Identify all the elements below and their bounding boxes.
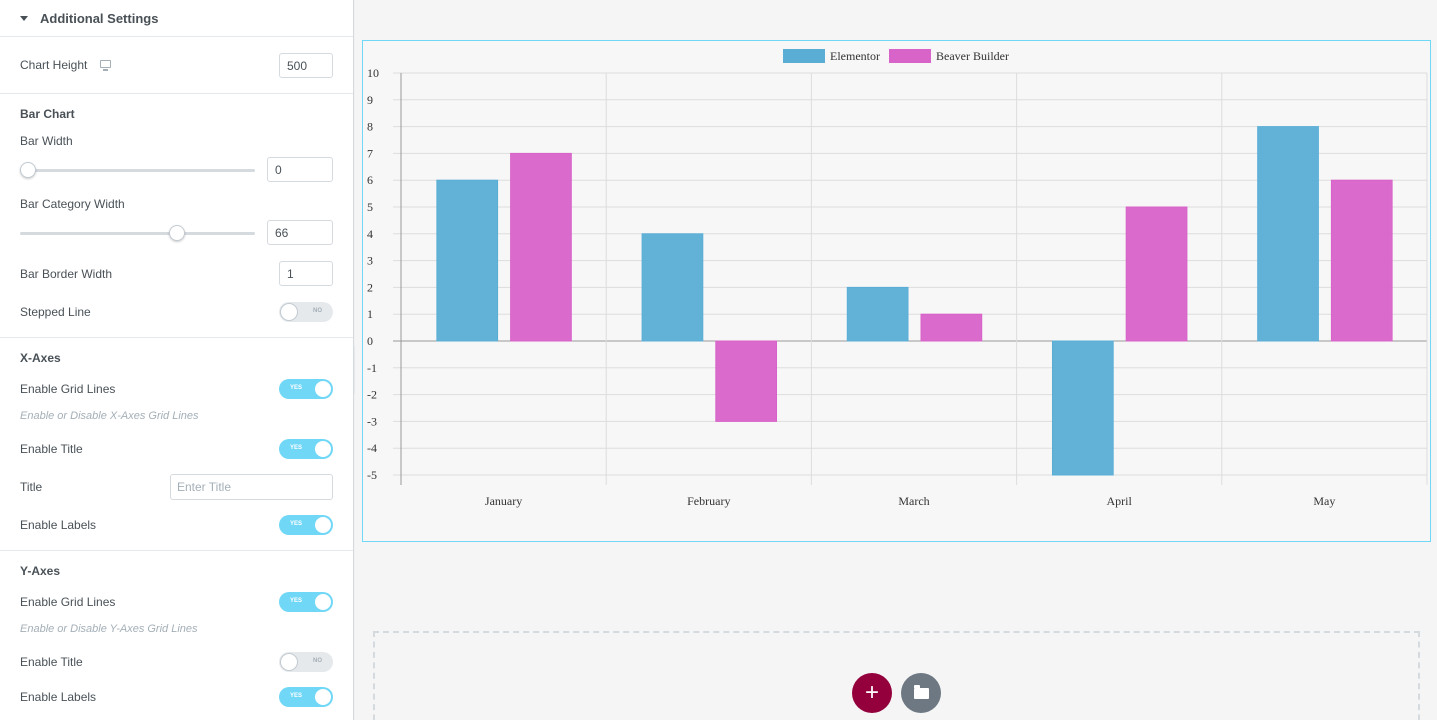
- legend-label: Beaver Builder: [936, 49, 1009, 63]
- x-title-input[interactable]: Enter Title: [170, 474, 333, 500]
- bar-beaver-builder-april: [1125, 206, 1188, 342]
- bar-width-slider-handle[interactable]: [20, 162, 36, 178]
- toggle-state: YES: [290, 598, 303, 604]
- bar-width-label: Bar Width: [20, 134, 73, 148]
- x-tick-label: April: [1107, 494, 1133, 508]
- bar-category-width-input[interactable]: 66: [267, 220, 333, 245]
- add-section-dropzone: [373, 631, 1420, 720]
- bar-width-input[interactable]: 0: [267, 157, 333, 182]
- y-tick-label: 8: [367, 120, 373, 134]
- y-grid-lines-hint: Enable or Disable Y-Axes Grid Lines: [20, 623, 198, 635]
- bar-elementor-march: [846, 286, 909, 342]
- y-tick-label: 2: [367, 280, 373, 294]
- template-library-button[interactable]: [901, 673, 941, 713]
- y-grid-lines-label: Enable Grid Lines: [20, 595, 116, 609]
- y-tick-label: 1: [367, 307, 373, 321]
- bar-elementor-may: [1257, 126, 1319, 342]
- x-grid-lines-label: Enable Grid Lines: [20, 382, 116, 396]
- add-section-button[interactable]: +: [852, 673, 892, 713]
- bar-beaver-builder-may: [1330, 179, 1393, 342]
- chart-height-label: Chart Height: [20, 58, 88, 72]
- toggle-knob: [314, 516, 332, 534]
- y-tick-label: 7: [367, 146, 373, 160]
- y-enable-labels-toggle[interactable]: YES: [279, 687, 333, 707]
- bar-category-width-slider-track[interactable]: [20, 232, 255, 235]
- toggle-state: YES: [290, 693, 303, 699]
- bar-elementor-february: [641, 233, 704, 342]
- toggle-knob: [314, 688, 332, 706]
- bar-category-width-slider-handle[interactable]: [168, 225, 185, 241]
- toggle-knob: [314, 380, 332, 398]
- legend-label: Elementor: [830, 49, 880, 63]
- toggle-state: YES: [290, 521, 303, 527]
- y-tick-label: 5: [367, 200, 373, 214]
- x-tick-label: May: [1313, 494, 1335, 508]
- stepped-line-label: Stepped Line: [20, 305, 91, 319]
- y-tick-label: 4: [367, 227, 373, 241]
- bar-border-width-label: Bar Border Width: [20, 267, 113, 281]
- toggle-knob: [314, 593, 332, 611]
- y-tick-label: 3: [367, 254, 373, 268]
- toggle-knob: [280, 653, 298, 671]
- x-tick-label: March: [898, 494, 929, 508]
- y-tick-label: -3: [367, 414, 377, 428]
- x-title-label: Title: [20, 480, 43, 494]
- y-tick-label: -2: [367, 388, 377, 402]
- x-grid-lines-hint: Enable or Disable X-Axes Grid Lines: [20, 410, 199, 422]
- divider: [0, 93, 353, 94]
- x-axes-heading: X-Axes: [20, 351, 61, 365]
- x-enable-title-label: Enable Title: [20, 442, 83, 456]
- toggle-state: YES: [290, 445, 303, 451]
- x-tick-label: February: [687, 494, 730, 508]
- folder-icon: [913, 684, 929, 699]
- toggle-knob: [314, 440, 332, 458]
- y-tick-label: 6: [367, 173, 373, 187]
- y-tick-label: 9: [367, 93, 373, 107]
- bar-beaver-builder-february: [715, 340, 778, 422]
- section-title: Additional Settings: [40, 10, 159, 26]
- divider: [0, 550, 353, 551]
- bar-border-width-input[interactable]: 1: [279, 261, 333, 286]
- y-axes-heading: Y-Axes: [20, 564, 61, 578]
- x-enable-labels-label: Enable Labels: [20, 518, 97, 532]
- bar-beaver-builder-march: [920, 313, 983, 342]
- caret-down-icon: [20, 15, 28, 21]
- bar-category-width-label: Bar Category Width: [20, 197, 125, 211]
- bar-chart-heading: Bar Chart: [20, 107, 75, 121]
- x-enable-title-toggle[interactable]: YES: [279, 439, 333, 459]
- legend-swatch: [889, 49, 931, 63]
- legend-swatch: [783, 49, 825, 63]
- x-grid-lines-toggle[interactable]: YES: [279, 379, 333, 399]
- plus-icon: +: [864, 679, 879, 706]
- settings-panel: Additional Settings Chart Height 500 Bar…: [0, 0, 354, 720]
- chart-widget[interactable]: 10 9 8 7 6 5 4 3 2 1 0 -1 -2 -3 -4 -5 January February Mar…: [362, 40, 1431, 542]
- x-tick-label: January: [485, 494, 522, 508]
- divider: [0, 337, 353, 338]
- bar-elementor-january: [436, 179, 499, 342]
- additional-settings-header[interactable]: Additional Settings: [0, 0, 353, 37]
- toggle-state: YES: [290, 385, 303, 391]
- toggle-knob: [280, 303, 298, 321]
- toggle-state: NO: [313, 658, 322, 664]
- y-tick-label: 0: [367, 334, 373, 348]
- y-grid-lines-toggle[interactable]: YES: [279, 592, 333, 612]
- bar-beaver-builder-january: [510, 152, 572, 342]
- x-enable-labels-toggle[interactable]: YES: [279, 515, 333, 535]
- y-tick-label: -4: [367, 441, 377, 455]
- y-tick-label: 10: [367, 66, 379, 80]
- y-enable-title-toggle[interactable]: NO: [279, 652, 333, 672]
- chart-height-input[interactable]: 500: [279, 53, 333, 78]
- toggle-state: NO: [313, 308, 322, 314]
- y-tick-label: -5: [367, 468, 377, 482]
- stepped-line-toggle[interactable]: NO: [279, 302, 333, 322]
- monitor-icon[interactable]: [100, 60, 111, 71]
- bar-width-slider-track[interactable]: [20, 169, 255, 172]
- y-tick-label: -1: [367, 361, 377, 375]
- y-enable-title-label: Enable Title: [20, 655, 83, 669]
- y-enable-labels-label: Enable Labels: [20, 690, 97, 704]
- bar-elementor-april: [1051, 340, 1114, 476]
